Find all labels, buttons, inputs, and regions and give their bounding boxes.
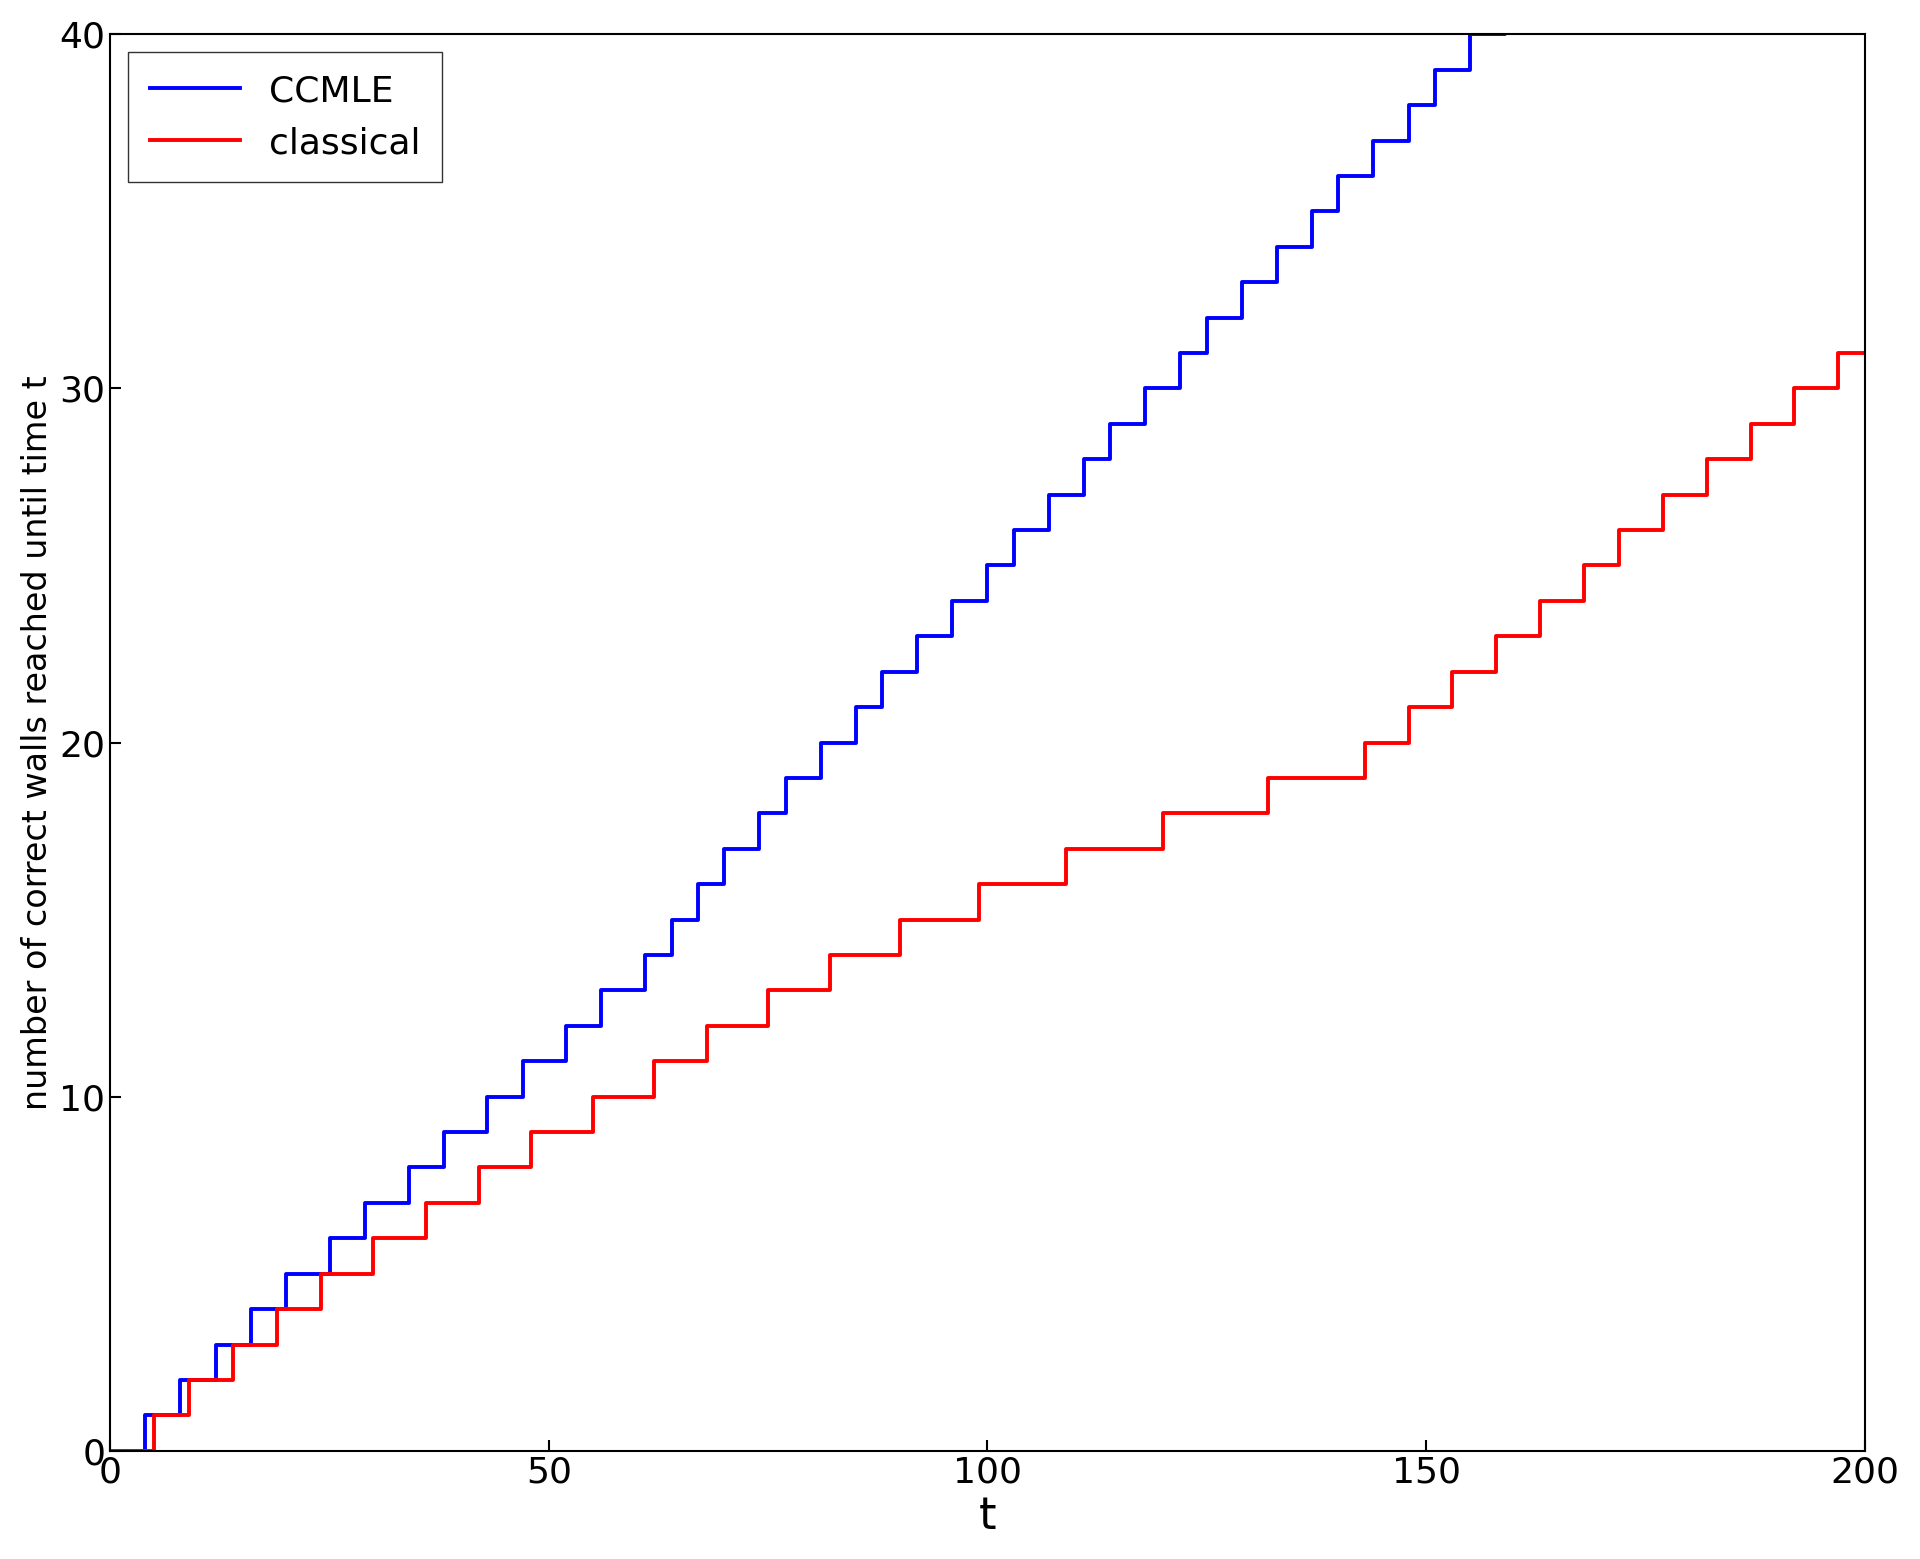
CCMLE [1327,167,1350,186]
classical [1354,733,1377,751]
classical [1152,839,1175,857]
CCMLE [1265,237,1288,256]
CCMLE [98,1442,121,1461]
Legend: CCMLE, classical: CCMLE, classical [129,53,442,182]
classical [756,981,780,999]
classical [1398,733,1421,751]
classical [1826,343,1849,362]
CCMLE [1169,379,1192,398]
classical [1853,343,1876,362]
X-axis label: t: t [979,1495,996,1539]
classical [265,1300,288,1319]
Line: classical: classical [109,352,1864,1451]
CCMLE [1169,343,1192,362]
classical [968,910,991,929]
Line: CCMLE: CCMLE [109,0,1864,1451]
Y-axis label: number of correct walls reached until time t: number of correct walls reached until ti… [21,376,54,1110]
classical [98,1442,121,1461]
CCMLE [169,1406,192,1425]
